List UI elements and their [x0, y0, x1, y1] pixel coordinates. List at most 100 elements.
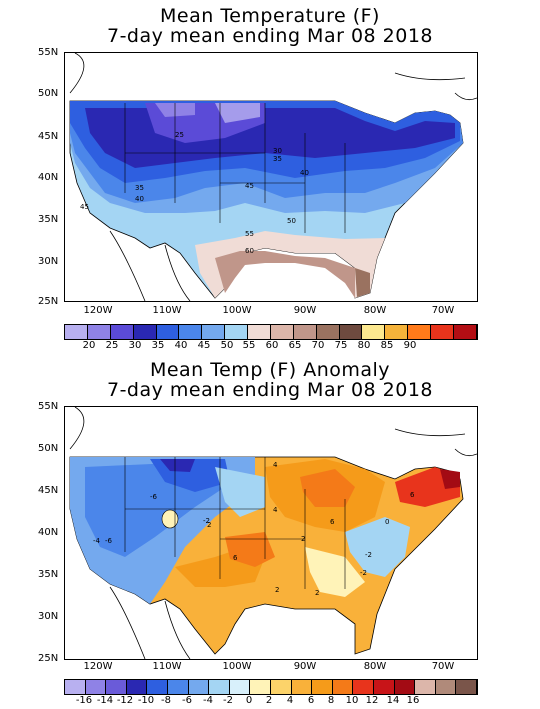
lon-label: 70W — [431, 661, 455, 672]
colorbar-swatch — [385, 325, 409, 339]
lon-label: 80W — [363, 305, 387, 316]
bottom-contour-label: -6 — [105, 537, 113, 545]
colorbar-swatch — [394, 680, 416, 694]
lat-label: 55N — [38, 401, 59, 412]
colorbar-label: 14 — [386, 695, 400, 706]
lon-label: 110W — [152, 305, 182, 316]
lat-label: 50N — [38, 443, 59, 454]
colorbar-swatch — [456, 680, 477, 694]
top-contour-label: 30 — [273, 147, 282, 155]
top-contour-label: 40 — [300, 169, 309, 177]
colorbar-swatch — [209, 680, 230, 694]
bottom-colorbar — [64, 679, 478, 695]
lat-label: 45N — [38, 485, 59, 496]
bottom-contour-label: -6 — [150, 493, 158, 501]
bottom-contour-label: 4 — [273, 506, 278, 514]
colorbar-swatch — [188, 680, 210, 694]
colorbar-label: 90 — [403, 340, 417, 351]
lat-label: 30N — [38, 611, 59, 622]
bottom-contour-label: 2 — [315, 589, 319, 597]
colorbar-label: 70 — [311, 340, 325, 351]
colorbar-label: 75 — [334, 340, 348, 351]
colorbar-swatch — [147, 680, 168, 694]
top-contour-label: 55 — [245, 230, 254, 238]
colorbar-swatch — [250, 680, 271, 694]
colorbar-label: 65 — [288, 340, 302, 351]
lat-label: 25N — [38, 296, 59, 307]
bottom-contour-label: 2 — [301, 535, 305, 543]
colorbar-swatch — [312, 680, 333, 694]
top-title-line2: 7-day mean ending Mar 08 2018 — [106, 25, 434, 47]
colorbar-label: -16 — [75, 695, 93, 706]
colorbar-swatch — [415, 680, 436, 694]
lon-label: 90W — [293, 661, 317, 672]
bottom-map-graphic: -6 -4 -6 -2 4 2 6 6 2 -2 2 2 0 -2 6 4 — [69, 407, 477, 659]
colorbar-swatch — [431, 325, 454, 339]
colorbar-swatch — [65, 680, 86, 694]
colorbar-swatch — [202, 325, 226, 339]
colorbar-label: 8 — [327, 695, 335, 706]
lat-label: 35N — [38, 569, 59, 580]
colorbar-swatch — [133, 325, 157, 339]
colorbar-swatch — [229, 680, 251, 694]
colorbar-label: 2 — [265, 695, 273, 706]
colorbar-label: 50 — [220, 340, 234, 351]
bottom-contour-label: -2 — [365, 551, 372, 559]
top-map-graphic: 25 30 35 35 40 40 45 45 50 55 60 — [69, 53, 477, 301]
bottom-contour-labels: -6 -4 -6 -2 4 2 6 6 2 -2 2 2 0 -2 6 4 — [93, 461, 415, 597]
colorbar-swatch — [270, 680, 292, 694]
bottom-contour-label: -2 — [203, 517, 210, 525]
colorbar-swatch — [453, 325, 477, 339]
top-contour-label: 50 — [287, 217, 296, 225]
bottom-title-line1: Mean Temp (F) Anomaly — [149, 359, 391, 381]
bottom-map: -6 -4 -6 -2 4 2 6 6 2 -2 2 2 0 -2 6 4 — [64, 406, 478, 660]
colorbar-label: 85 — [380, 340, 394, 351]
bottom-contour-label: 4 — [273, 461, 278, 469]
top-contour-label: 25 — [175, 131, 184, 139]
lon-label: 120W — [83, 305, 113, 316]
top-contour-label: 45 — [245, 182, 254, 190]
colorbar-swatch — [408, 325, 431, 339]
colorbar-label: -14 — [96, 695, 114, 706]
top-contour-label: 35 — [273, 155, 282, 163]
colorbar-label: -12 — [116, 695, 134, 706]
bottom-contour-label: -2 — [360, 569, 367, 577]
top-contour-label: 45 — [80, 203, 89, 211]
bottom-contour-label: 2 — [207, 521, 211, 529]
colorbar-swatch — [248, 325, 271, 339]
colorbar-label: 80 — [357, 340, 371, 351]
colorbar-swatch — [167, 680, 189, 694]
colorbar-swatch — [316, 325, 340, 339]
colorbar-swatch — [126, 680, 148, 694]
lat-label: 35N — [38, 214, 59, 225]
colorbar-swatch — [110, 325, 134, 339]
colorbar-swatch — [435, 680, 457, 694]
bottom-contour-label: 0 — [385, 518, 389, 526]
colorbar-swatch — [291, 680, 313, 694]
lat-label: 40N — [38, 172, 59, 183]
colorbar-swatch — [353, 680, 374, 694]
lat-label: 25N — [38, 653, 59, 664]
colorbar-label: -10 — [137, 695, 155, 706]
colorbar-swatch — [106, 680, 127, 694]
colorbar-swatch — [65, 325, 88, 339]
colorbar-label: 4 — [286, 695, 294, 706]
colorbar-label: 20 — [82, 340, 96, 351]
colorbar-label: -8 — [161, 695, 171, 706]
lon-label: 120W — [83, 661, 113, 672]
colorbar-label: 45 — [197, 340, 211, 351]
colorbar-label: 55 — [242, 340, 256, 351]
lat-label: 55N — [38, 47, 59, 58]
colorbar-swatch — [362, 325, 386, 339]
colorbar-swatch — [270, 325, 294, 339]
lon-label: 100W — [222, 305, 252, 316]
bottom-contour-label: 2 — [275, 586, 279, 594]
colorbar-label: 12 — [365, 695, 379, 706]
colorbar-swatch — [179, 325, 203, 339]
lon-label: 90W — [293, 305, 317, 316]
colorbar-swatch — [339, 325, 363, 339]
bottom-contour-label: 6 — [410, 491, 415, 499]
bottom-contour-label: 6 — [330, 518, 335, 526]
bottom-contour-label: -4 — [93, 537, 101, 545]
bottom-contour-label: 6 — [233, 554, 238, 562]
